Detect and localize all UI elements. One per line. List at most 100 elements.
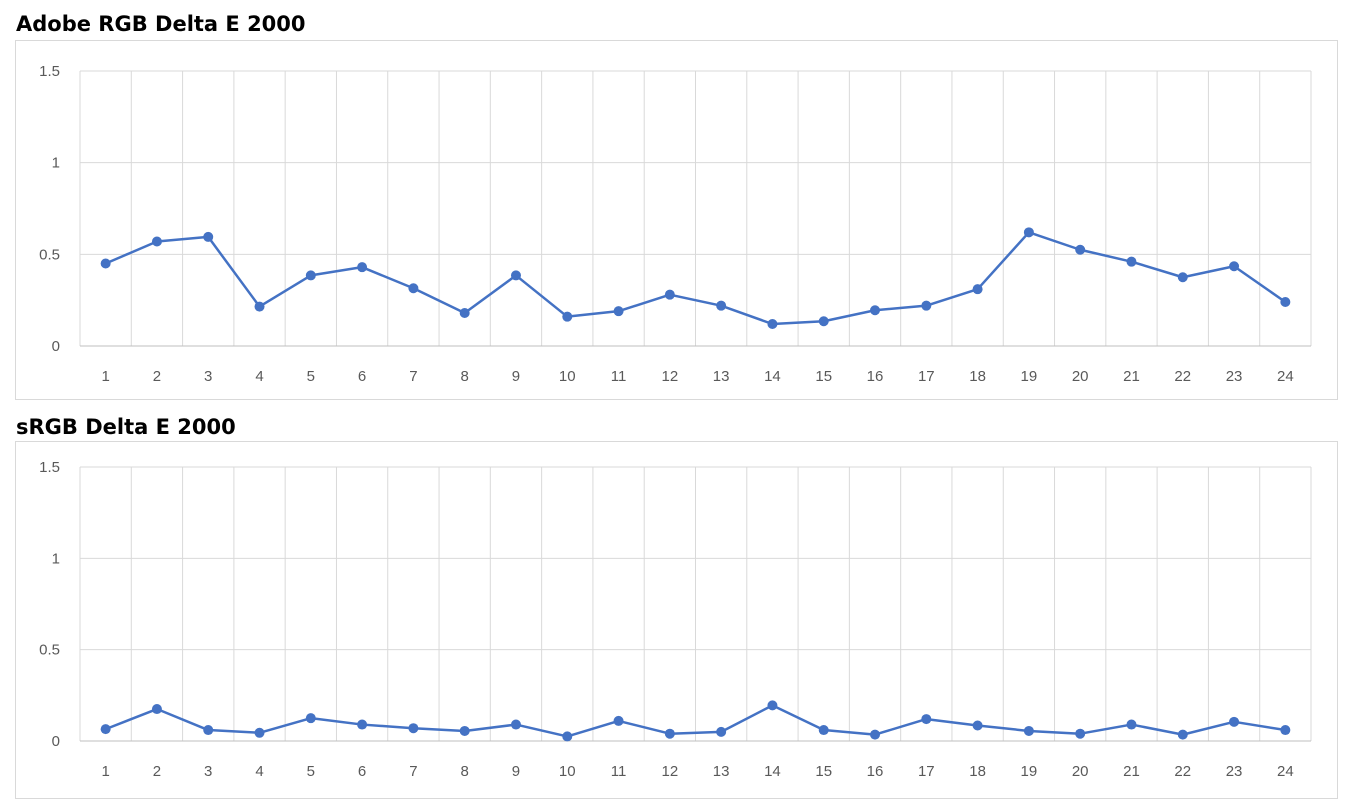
y-tick-label: 1 xyxy=(52,155,60,172)
data-point xyxy=(1229,261,1240,272)
x-tick-label: 22 xyxy=(1174,763,1191,780)
data-point xyxy=(972,284,983,295)
data-point xyxy=(1023,227,1034,238)
x-tick-label: 6 xyxy=(358,368,366,385)
x-tick-label: 17 xyxy=(918,368,935,385)
data-point xyxy=(510,719,521,730)
srgb-chart: sRGB Delta E 2000 0 0.5 1 1.5 1 2 3 4 5 6 7 8 9 10 11 1… xyxy=(0,403,1348,803)
x-tick-label: 21 xyxy=(1123,368,1140,385)
data-point xyxy=(818,725,829,736)
x-tick-label: 24 xyxy=(1277,763,1294,780)
y-tick-label: 1.5 xyxy=(39,63,60,80)
x-tick-label: 9 xyxy=(512,368,520,385)
x-tick-label: 14 xyxy=(764,763,781,780)
chart-frame xyxy=(15,441,1338,799)
data-point xyxy=(1126,719,1137,730)
data-point xyxy=(1177,729,1188,740)
data-point xyxy=(510,270,521,281)
data-point xyxy=(151,236,162,247)
x-tick-label: 2 xyxy=(153,368,161,385)
data-point xyxy=(613,306,624,317)
x-tick-label: 8 xyxy=(461,368,469,385)
x-tick-label: 2 xyxy=(153,763,161,780)
x-tick-label: 10 xyxy=(559,763,576,780)
x-tick-label: 19 xyxy=(1021,763,1038,780)
data-point xyxy=(562,311,573,322)
x-tick-label: 12 xyxy=(662,763,679,780)
data-point xyxy=(1023,725,1034,736)
x-tick-label: 16 xyxy=(867,763,884,780)
data-point xyxy=(1280,297,1291,307)
x-tick-label: 14 xyxy=(764,368,781,385)
series-line xyxy=(105,704,1286,738)
series-line xyxy=(105,231,1287,326)
data-point xyxy=(1126,256,1137,267)
x-tick-label: 11 xyxy=(611,368,627,385)
y-tick-label: 0.5 xyxy=(39,246,60,263)
data-point xyxy=(459,308,470,318)
x-tick-label: 10 xyxy=(559,368,576,385)
data-point xyxy=(408,723,419,734)
x-tick-label: 5 xyxy=(307,368,315,385)
data-point xyxy=(254,727,265,738)
data-point xyxy=(767,700,778,711)
x-tick-label: 3 xyxy=(204,763,212,780)
x-tick-label: 22 xyxy=(1174,368,1191,385)
data-point xyxy=(100,724,111,735)
y-tick-label: 1.5 xyxy=(39,459,60,476)
y-tick-label: 1 xyxy=(52,550,60,567)
x-tick-label: 23 xyxy=(1226,763,1243,780)
chart-plot: 00.511.51 2 3 4 5 6 7 8 9 10 11 12 13 14 15 16 17 18 19 20 2… xyxy=(39,459,1312,780)
data-point xyxy=(1177,272,1188,283)
data-point xyxy=(1280,725,1291,736)
data-point xyxy=(1229,716,1240,727)
data-point xyxy=(100,258,111,269)
data-point xyxy=(921,714,932,725)
x-tick-label: 6 xyxy=(358,763,366,780)
x-tick-label: 24 xyxy=(1277,368,1294,385)
x-tick-label: 20 xyxy=(1072,368,1089,385)
data-point xyxy=(459,725,470,736)
x-tick-label: 8 xyxy=(461,763,469,780)
x-tick-label: 7 xyxy=(409,368,417,385)
data-point xyxy=(664,728,675,739)
data-point xyxy=(305,270,316,281)
chart-frame xyxy=(15,40,1338,400)
x-tick-label: 3 xyxy=(204,368,212,385)
x-tick-label: 7 xyxy=(409,763,417,780)
data-point xyxy=(613,715,624,726)
data-point xyxy=(818,316,829,327)
data-point xyxy=(870,305,881,316)
x-tick-label: 1 xyxy=(101,368,109,385)
x-tick-label: 15 xyxy=(815,368,832,385)
x-tick-label: 17 xyxy=(918,763,935,780)
x-tick-label: 4 xyxy=(255,763,263,780)
data-point xyxy=(1075,728,1086,739)
x-tick-label: 13 xyxy=(713,763,730,780)
x-tick-label: 12 xyxy=(662,368,679,385)
chart-plot: 00.511.51 2 3 4 5 6 7 8 9 10 11 12 13 14 15 16 17 18 19 20 2… xyxy=(39,63,1312,385)
data-point xyxy=(151,704,162,715)
data-point xyxy=(921,300,932,311)
data-point xyxy=(664,289,675,300)
data-point xyxy=(305,713,316,724)
x-tick-label: 23 xyxy=(1226,368,1243,385)
x-tick-label: 5 xyxy=(307,763,315,780)
x-tick-label: 16 xyxy=(867,368,884,385)
data-point xyxy=(972,720,983,731)
data-point xyxy=(408,283,419,294)
y-tick-label: 0 xyxy=(52,733,60,750)
x-tick-label: 11 xyxy=(611,763,627,780)
data-point xyxy=(716,726,727,737)
data-point xyxy=(1075,244,1086,255)
x-tick-label: 4 xyxy=(255,368,263,385)
data-point xyxy=(357,719,368,730)
x-tick-label: 9 xyxy=(512,763,520,780)
data-point xyxy=(562,731,573,742)
x-tick-label: 21 xyxy=(1123,763,1140,780)
x-tick-label: 20 xyxy=(1072,763,1089,780)
adobe-rgb-chart: Adobe RGB Delta E 2000 0 0.5 1 1.5 1 2 3 4 5 6 7 8 9… xyxy=(15,12,1338,400)
x-tick-label: 18 xyxy=(969,763,986,780)
x-tick-label: 19 xyxy=(1021,368,1038,385)
x-tick-label: 1 xyxy=(101,763,109,780)
